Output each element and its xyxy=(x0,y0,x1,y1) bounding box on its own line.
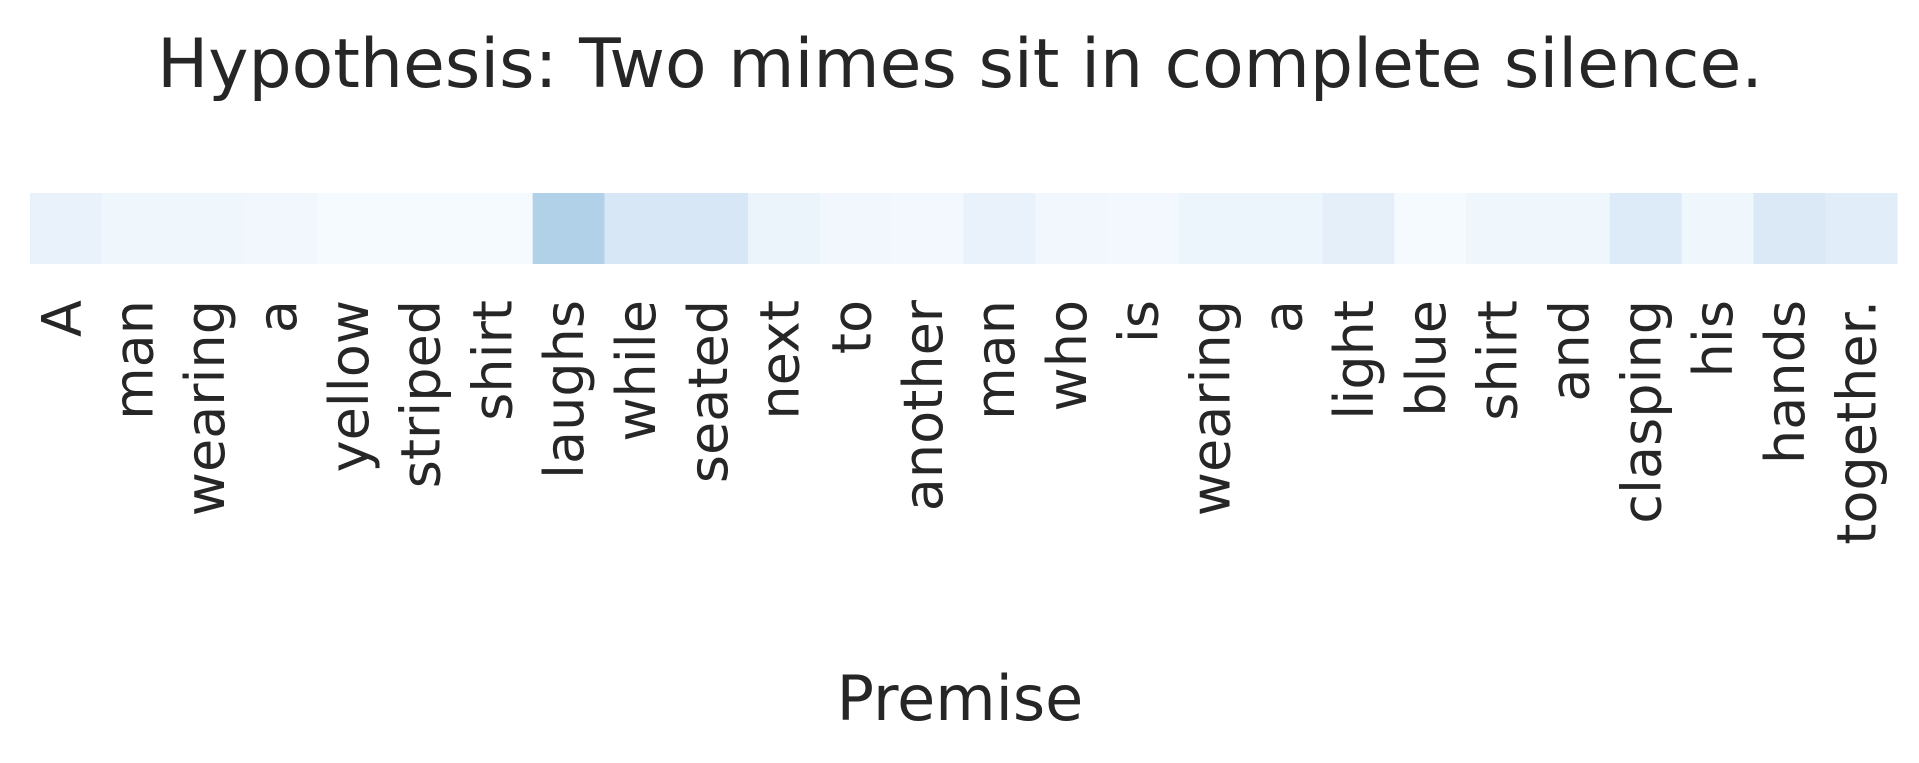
heatmap-cell xyxy=(604,193,677,264)
x-tick-label: to xyxy=(820,300,883,354)
heatmap-cell xyxy=(1250,193,1324,264)
heatmap-cells xyxy=(30,193,1898,264)
heatmap-cell xyxy=(676,193,749,264)
x-tick-label: a xyxy=(246,300,309,333)
heatmap-cell xyxy=(748,193,821,264)
heatmap-cell xyxy=(819,193,893,264)
x-tick-label: is xyxy=(1108,300,1171,343)
heatmap-cell xyxy=(532,193,606,264)
heatmap-cell xyxy=(1537,193,1611,264)
x-tick-label: shirt xyxy=(1467,300,1530,421)
x-tick-label: A xyxy=(31,300,94,337)
x-tick-label: a xyxy=(1251,300,1314,333)
heatmap-cell xyxy=(1825,193,1898,264)
x-tick-label: together. xyxy=(1826,300,1889,545)
chart-title: Hypothesis: Two mimes sit in complete si… xyxy=(157,25,1763,104)
heatmap-cell xyxy=(317,193,390,264)
x-tick-label: hands xyxy=(1754,300,1817,464)
x-tick-label: his xyxy=(1682,300,1745,377)
x-tick-label: next xyxy=(749,300,812,420)
x-tick-label: clasping xyxy=(1610,300,1673,524)
x-tick-label: shirt xyxy=(461,300,524,421)
heatmap-cell xyxy=(1753,193,1826,264)
x-tick-label: wearing xyxy=(1179,300,1242,516)
x-tick-label: striped xyxy=(390,300,453,488)
heatmap-cell xyxy=(173,193,247,264)
heatmap-cell xyxy=(1107,193,1180,264)
x-tick-label: man xyxy=(964,300,1027,420)
x-tick-label: yellow xyxy=(318,300,381,472)
x-tick-label: another xyxy=(892,299,955,511)
heatmap-cell xyxy=(1681,193,1754,264)
x-tick-label: man xyxy=(102,300,165,420)
x-tick-label: blue xyxy=(1395,300,1458,417)
heatmap-cell xyxy=(1178,193,1252,264)
x-tick-label: seated xyxy=(677,300,740,483)
heatmap-cell xyxy=(1035,193,1108,264)
heatmap-cell xyxy=(963,193,1036,264)
heatmap-cell xyxy=(1466,193,1539,264)
heatmap-cell xyxy=(460,193,534,264)
x-tick-label: while xyxy=(605,300,668,442)
x-axis-label: Premise xyxy=(837,662,1084,735)
heatmap-cell xyxy=(245,193,318,264)
heatmap-cell xyxy=(101,193,175,264)
x-tick-label: who xyxy=(1036,300,1099,411)
x-tick-label: light xyxy=(1323,300,1386,420)
heatmap-cell xyxy=(1394,193,1467,264)
heatmap-cell xyxy=(389,193,462,264)
heatmap-cell xyxy=(1322,193,1395,264)
heatmap-cell xyxy=(891,193,965,264)
heatmap-cell xyxy=(1609,193,1683,264)
heatmap-cell xyxy=(30,193,103,264)
x-tick-label: wearing xyxy=(174,300,237,516)
x-tick-label: laughs xyxy=(533,300,596,479)
x-tick-label: and xyxy=(1539,300,1602,402)
